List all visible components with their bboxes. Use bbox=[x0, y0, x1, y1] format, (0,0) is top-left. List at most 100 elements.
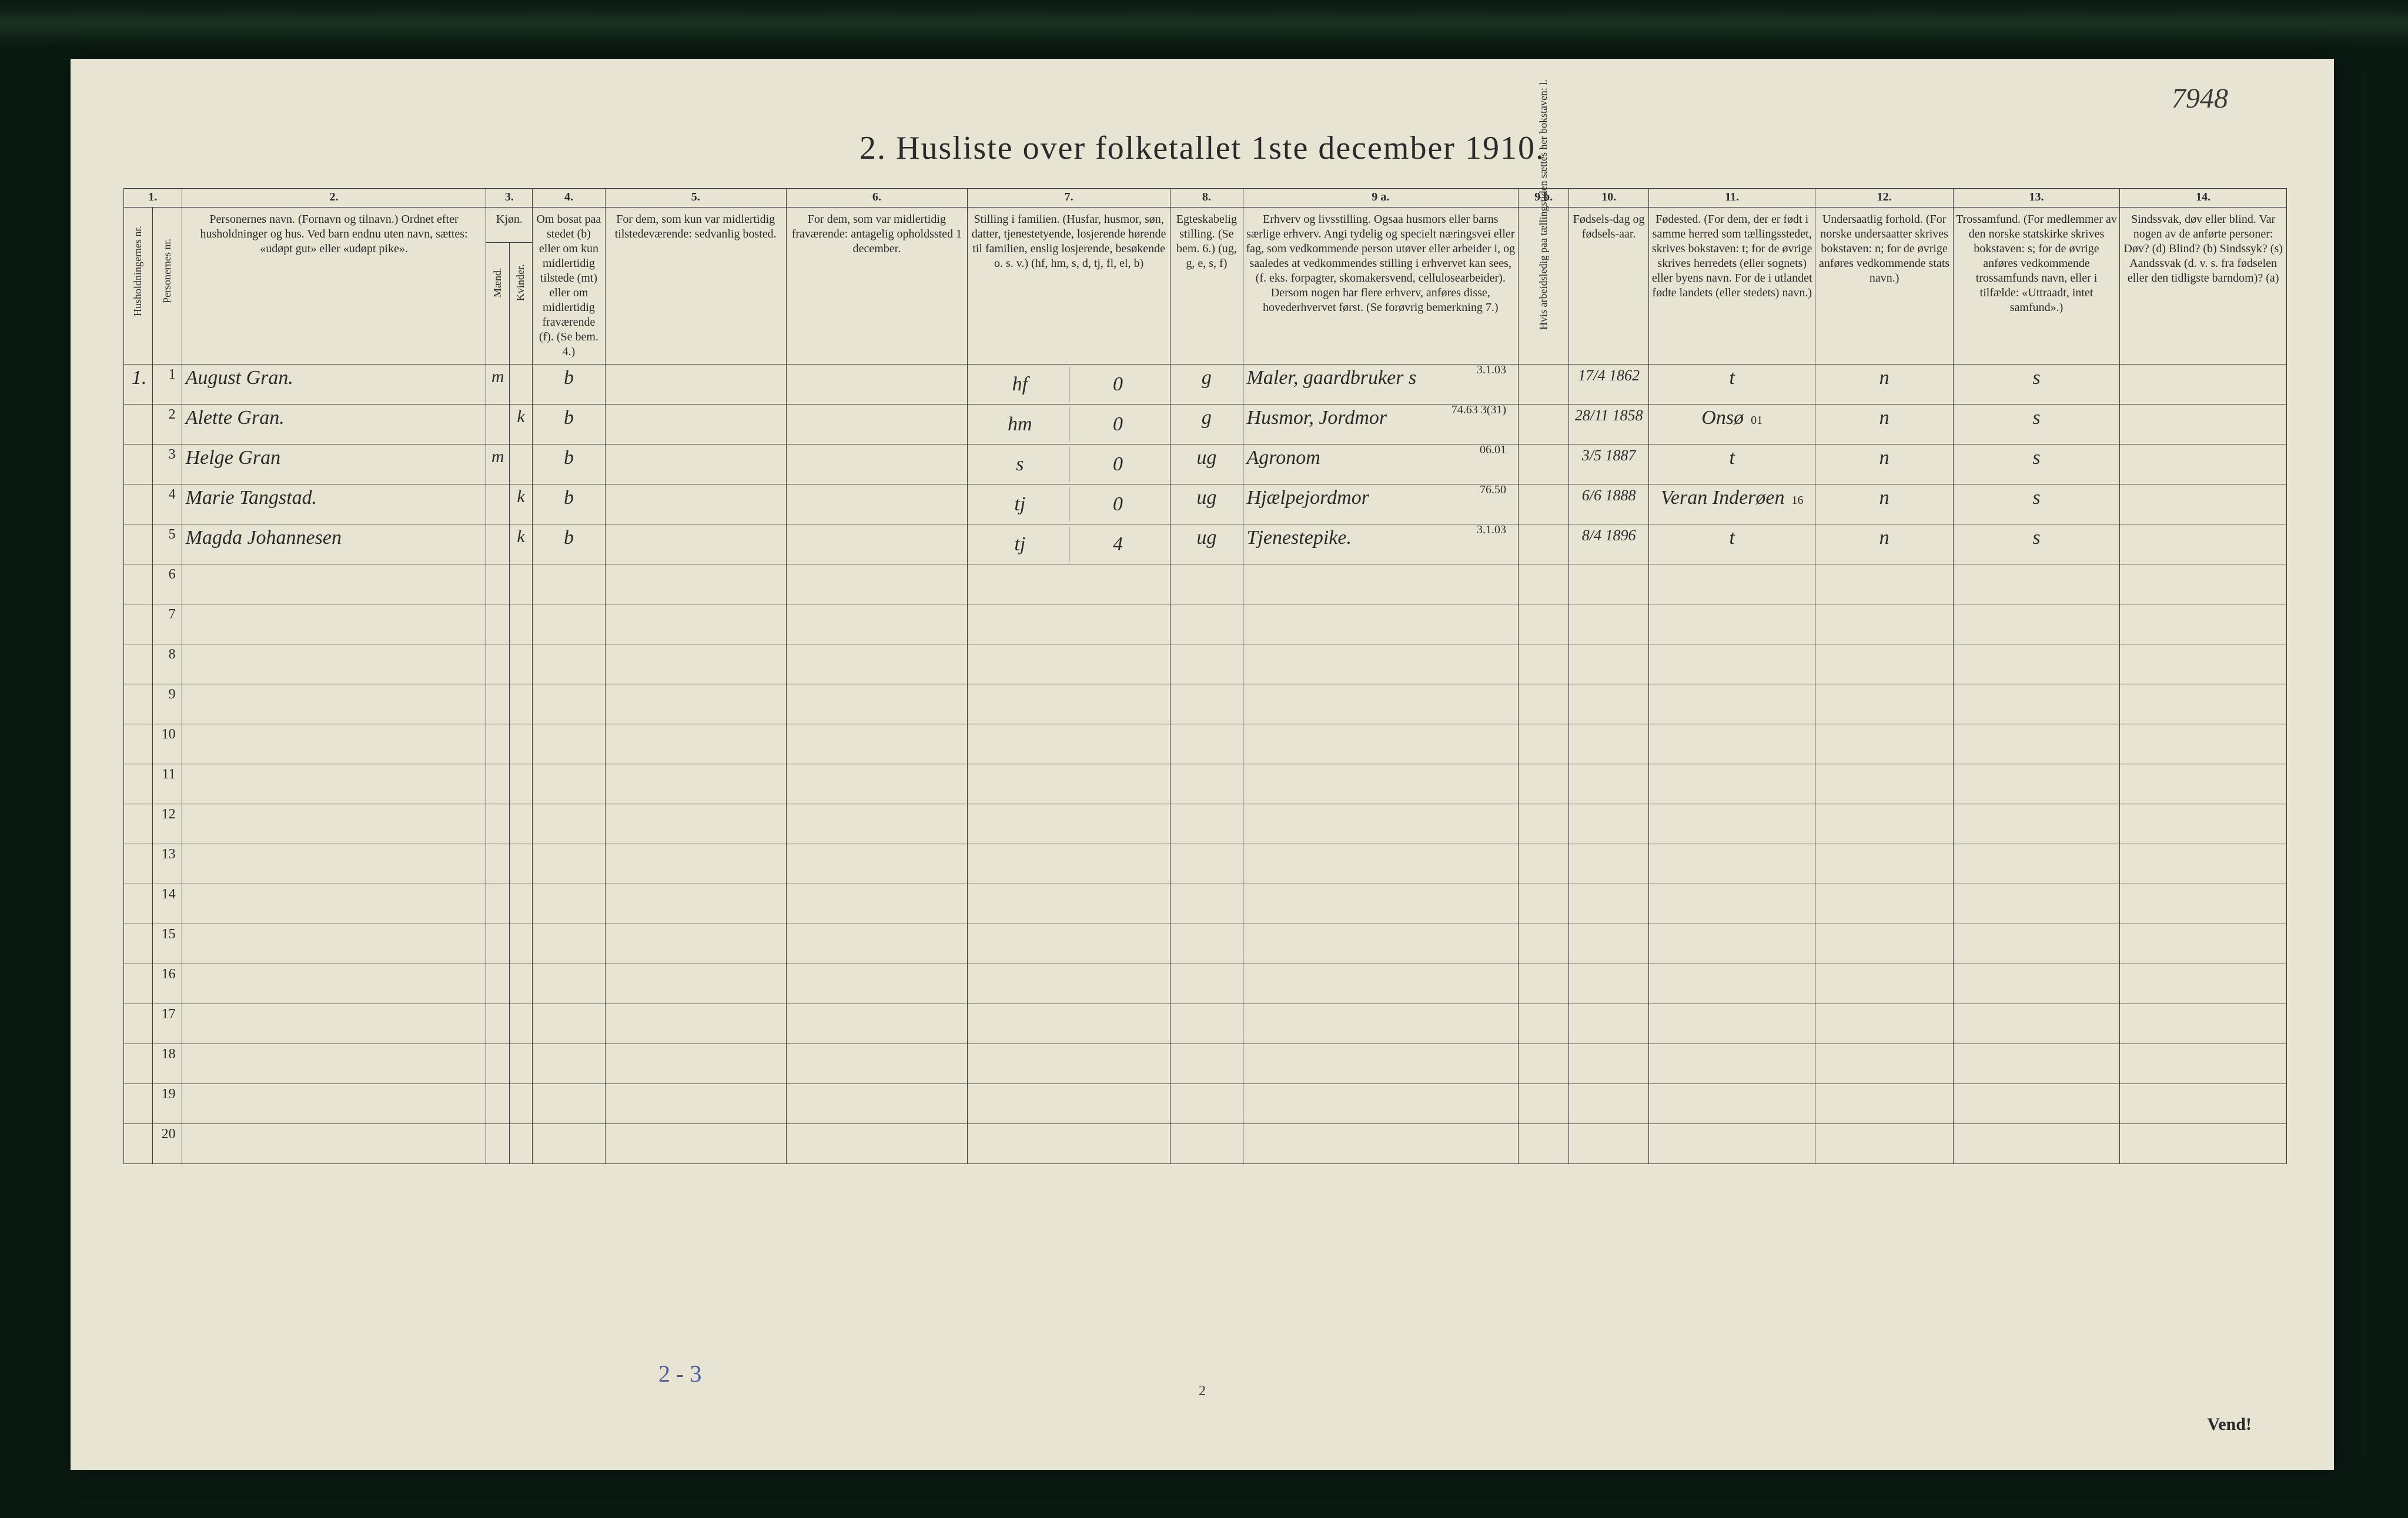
cell-sex-k bbox=[509, 1084, 532, 1124]
cell-household-no bbox=[124, 1044, 153, 1084]
cell-person-no: 10 bbox=[153, 724, 182, 764]
cell-household-no bbox=[124, 1124, 153, 1164]
colnum-12: 12. bbox=[1815, 189, 1953, 208]
cell-sex-m bbox=[486, 844, 509, 884]
cell-sex-k bbox=[509, 564, 532, 604]
colnum-3: 3. bbox=[486, 189, 533, 208]
cell-family-relation bbox=[968, 964, 1170, 1004]
cell-temp bbox=[605, 884, 786, 924]
cell-absent bbox=[786, 924, 967, 964]
hdr-disability: Sindssvak, døv eller blind. Var nogen av… bbox=[2120, 208, 2287, 365]
hdr-nationality: Undersaatlig forhold. (For norske unders… bbox=[1815, 208, 1953, 365]
cell-absent bbox=[786, 444, 967, 484]
cell-absent bbox=[786, 1084, 967, 1124]
table-row-empty: 9 bbox=[124, 684, 2287, 724]
cell-family-relation: s0 bbox=[968, 444, 1170, 484]
hdr-household-no: Husholdningernes nr. bbox=[124, 208, 153, 365]
cell-residence bbox=[533, 884, 605, 924]
cell-religion bbox=[1953, 844, 2120, 884]
cell-birthplace bbox=[1648, 1124, 1815, 1164]
cell-temp bbox=[605, 365, 786, 404]
cell-person-no: 14 bbox=[153, 884, 182, 924]
cell-person-no: 12 bbox=[153, 804, 182, 844]
colnum-13: 13. bbox=[1953, 189, 2120, 208]
cell-nationality: n bbox=[1815, 484, 1953, 524]
cell-household-no bbox=[124, 844, 153, 884]
handwritten-page-number: 7948 bbox=[2172, 82, 2228, 115]
cell-birthdate bbox=[1569, 844, 1649, 884]
hdr-name: Personernes navn. (Fornavn og tilnavn.) … bbox=[182, 208, 486, 365]
cell-religion: s bbox=[1953, 444, 2120, 484]
cell-religion bbox=[1953, 884, 2120, 924]
cell-family-relation bbox=[968, 644, 1170, 684]
cell-9b bbox=[1519, 524, 1569, 564]
cell-sex-k bbox=[509, 1044, 532, 1084]
cell-absent bbox=[786, 604, 967, 644]
cell-nationality bbox=[1815, 764, 1953, 804]
cell-9b bbox=[1519, 604, 1569, 644]
cell-9b bbox=[1519, 884, 1569, 924]
cell-9b bbox=[1519, 844, 1569, 884]
cell-9b bbox=[1519, 1124, 1569, 1164]
cell-sex-k bbox=[509, 365, 532, 404]
cell-marital: ug bbox=[1170, 484, 1243, 524]
hdr-birthdate: Fødsels-dag og fødsels-aar. bbox=[1569, 208, 1649, 365]
cell-name bbox=[182, 604, 486, 644]
cell-sex-m bbox=[486, 1004, 509, 1044]
table-row-empty: 10 bbox=[124, 724, 2287, 764]
cell-occupation bbox=[1243, 1084, 1519, 1124]
cell-sex-k bbox=[509, 804, 532, 844]
cell-sex-m bbox=[486, 404, 509, 444]
cell-birthplace bbox=[1648, 724, 1815, 764]
cell-name bbox=[182, 564, 486, 604]
cell-birthdate bbox=[1569, 764, 1649, 804]
hdr-family-relation: Stilling i familien. (Husfar, husmor, sø… bbox=[968, 208, 1170, 365]
cell-religion: s bbox=[1953, 404, 2120, 444]
cell-birthplace bbox=[1648, 644, 1815, 684]
cell-residence: b bbox=[533, 484, 605, 524]
cell-nationality: n bbox=[1815, 524, 1953, 564]
table-row-empty: 14 bbox=[124, 884, 2287, 924]
cell-person-no: 13 bbox=[153, 844, 182, 884]
cell-disability bbox=[2120, 604, 2287, 644]
cell-absent bbox=[786, 1004, 967, 1044]
cell-sex-m bbox=[486, 924, 509, 964]
cell-household-no bbox=[124, 924, 153, 964]
cell-nationality bbox=[1815, 924, 1953, 964]
blue-pencil-note: 2 - 3 bbox=[658, 1360, 701, 1387]
cell-birthplace bbox=[1648, 604, 1815, 644]
cell-temp bbox=[605, 484, 786, 524]
table-row: 5 Magda Johannesen k b tj4 ug 3.1.03 Tje… bbox=[124, 524, 2287, 564]
cell-family-relation bbox=[968, 1084, 1170, 1124]
cell-sex-m bbox=[486, 644, 509, 684]
cell-9b bbox=[1519, 365, 1569, 404]
cell-family-relation bbox=[968, 604, 1170, 644]
hdr-sex: Kjøn. bbox=[486, 208, 533, 243]
cell-temp bbox=[605, 1124, 786, 1164]
cell-name bbox=[182, 884, 486, 924]
cell-occupation: 3.1.03 Maler, gaardbruker s bbox=[1243, 365, 1519, 404]
cell-sex-k: k bbox=[509, 524, 532, 564]
table-row-empty: 19 bbox=[124, 1084, 2287, 1124]
cell-birthdate: 28/11 1858 bbox=[1569, 404, 1649, 444]
cell-birthplace bbox=[1648, 804, 1815, 844]
table-row: 1. 1 August Gran. m b hf0 g 3.1.03 Maler… bbox=[124, 365, 2287, 404]
cell-birthdate: 3/5 1887 bbox=[1569, 444, 1649, 484]
cell-residence: b bbox=[533, 404, 605, 444]
cell-occupation bbox=[1243, 764, 1519, 804]
cell-occupation: 76.50 Hjælpejordmor bbox=[1243, 484, 1519, 524]
cell-temp bbox=[605, 764, 786, 804]
cell-nationality bbox=[1815, 604, 1953, 644]
cell-birthplace bbox=[1648, 964, 1815, 1004]
cell-person-no: 3 bbox=[153, 444, 182, 484]
cell-birthplace bbox=[1648, 684, 1815, 724]
cell-household-no bbox=[124, 524, 153, 564]
cell-disability bbox=[2120, 684, 2287, 724]
cell-household-no bbox=[124, 604, 153, 644]
cell-family-relation bbox=[968, 724, 1170, 764]
cell-disability bbox=[2120, 444, 2287, 484]
cell-birthplace: t bbox=[1648, 365, 1815, 404]
cell-marital: ug bbox=[1170, 444, 1243, 484]
colnum-1: 1. bbox=[124, 189, 182, 208]
cell-sex-k bbox=[509, 964, 532, 1004]
